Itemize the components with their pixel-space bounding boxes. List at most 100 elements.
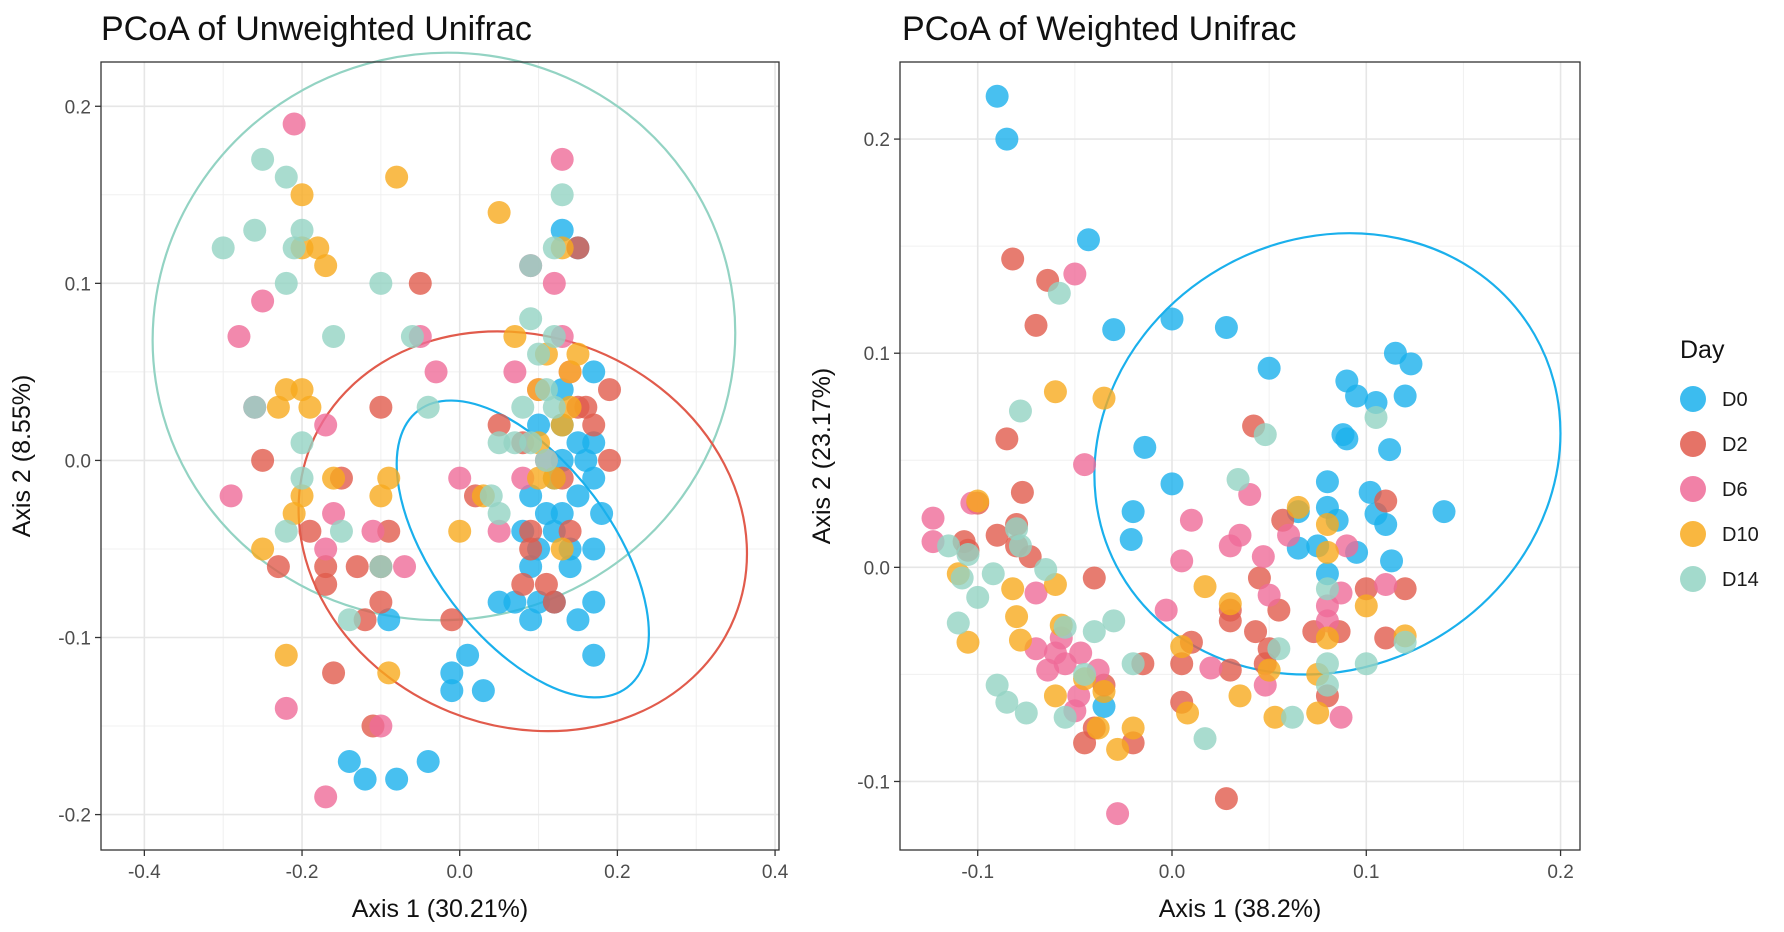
point-d6-14 — [219, 484, 243, 508]
point-d10-4 — [314, 254, 338, 278]
point-d10-0 — [1043, 380, 1067, 404]
point-d0-37 — [416, 749, 440, 773]
x-tick-label-3: 0.2 — [1547, 862, 1573, 883]
point-d2-28 — [353, 608, 377, 632]
point-d2-38 — [1214, 787, 1238, 811]
point-d6-32 — [1106, 802, 1130, 826]
point-d14-25 — [290, 431, 314, 455]
point-d0-20 — [1432, 500, 1456, 524]
legend-key-d0 — [1680, 386, 1706, 412]
legend-label-d6: D6 — [1722, 479, 1748, 501]
x-tick-label-1: -0.2 — [286, 862, 319, 883]
x-tick-label-0: -0.1 — [961, 862, 994, 883]
point-d2-27 — [511, 572, 535, 596]
point-d14-12 — [966, 585, 990, 609]
point-d10-29 — [251, 537, 275, 561]
point-d14-30 — [1315, 673, 1339, 697]
point-d2-24 — [1374, 626, 1398, 650]
point-d14-28 — [1193, 727, 1217, 751]
point-d0-21 — [519, 555, 543, 579]
point-d14-4 — [1226, 468, 1250, 492]
point-d2-7 — [985, 523, 1009, 547]
point-d0-8 — [550, 448, 574, 472]
point-d10-11 — [1354, 594, 1378, 618]
point-d2-18 — [314, 555, 338, 579]
x-tick-label-2: 0.0 — [446, 862, 472, 883]
point-d0-0 — [550, 218, 574, 242]
point-d0-7 — [582, 431, 606, 455]
point-d10-23 — [1176, 701, 1200, 725]
point-d0-27 — [582, 590, 606, 614]
point-d0-1 — [995, 127, 1019, 151]
point-d10-1 — [290, 183, 314, 207]
point-d6-10 — [1335, 534, 1359, 558]
plot-area-unweighted — [101, 62, 779, 850]
point-d14-14 — [542, 324, 566, 348]
point-d2-3 — [574, 395, 598, 419]
x-tick-label-1: 0.0 — [1159, 862, 1185, 883]
point-d0-15 — [534, 502, 558, 526]
point-d6-4 — [251, 289, 275, 313]
point-d14-13 — [946, 611, 970, 635]
point-d14-27 — [274, 519, 298, 543]
x-tick-label-4: 0.4 — [762, 862, 789, 883]
point-d6-24 — [369, 714, 393, 738]
point-d14-10 — [519, 254, 543, 278]
ellipses-unweighted — [151, 51, 749, 733]
point-d14-13 — [519, 307, 543, 331]
point-d2-31 — [266, 555, 290, 579]
point-d6-5 — [227, 324, 251, 348]
point-d10-26 — [1263, 705, 1287, 729]
x-axis-label-weighted: Axis 1 (38.2%) — [1159, 895, 1322, 923]
point-d0-21 — [1121, 500, 1145, 524]
point-d0-15 — [1378, 438, 1402, 462]
point-d14-27 — [1073, 662, 1097, 686]
x-tick-label-0: -0.4 — [128, 862, 161, 883]
point-d10-16 — [266, 395, 290, 419]
point-d6-21 — [393, 555, 417, 579]
point-d10-31 — [377, 661, 401, 685]
point-d14-16 — [1053, 615, 1077, 639]
point-d2-24 — [440, 608, 464, 632]
chart-weighted-unifrac: -0.1 0.0 0.1 0.2 -0.1 0.0 0.1 0.2 PCoA of Weigh… — [808, 10, 1581, 923]
point-d10-13 — [1170, 635, 1194, 659]
point-d10-8 — [1001, 577, 1025, 601]
point-d6-9 — [1228, 523, 1252, 547]
point-d14-8 — [1005, 517, 1029, 541]
point-d10-30 — [274, 643, 298, 667]
y-axis-label-weighted: Axis 2 (23.17%) — [808, 368, 836, 544]
point-d14-28 — [479, 484, 503, 508]
point-d0-31 — [456, 643, 480, 667]
point-d0-22 — [582, 537, 606, 561]
points-unweighted — [211, 112, 621, 809]
y-tick-label-1: -0.1 — [58, 629, 91, 650]
point-d10-2 — [966, 489, 990, 513]
point-d0-26 — [527, 590, 551, 614]
point-d2-14 — [1374, 489, 1398, 513]
point-d14-1 — [1008, 399, 1032, 423]
plot-border-unweighted — [100, 61, 780, 851]
point-d6-18 — [1374, 572, 1398, 596]
point-d6-16 — [511, 466, 535, 490]
chart-unweighted-unifrac: -0.4 -0.2 0.0 0.2 0.4 -0.2 -0.1 0.0 0.1 0.2 PCoA … — [8, 10, 789, 923]
point-d0-5 — [1214, 316, 1238, 340]
point-d2-5 — [487, 413, 511, 437]
legend-key-d6 — [1680, 476, 1706, 502]
point-d0-23 — [558, 555, 582, 579]
point-d0-11 — [519, 484, 543, 508]
point-d0-9 — [574, 448, 598, 472]
point-d2-0 — [408, 271, 432, 295]
point-d14-15 — [1102, 609, 1126, 633]
legend-label-d14: D14 — [1722, 569, 1759, 591]
point-d6-19 — [1315, 609, 1339, 633]
point-d10-19 — [542, 466, 566, 490]
point-d10-22 — [1228, 684, 1252, 708]
point-d0-32 — [440, 661, 464, 685]
point-d2-17 — [1393, 577, 1417, 601]
point-d14-19 — [1267, 637, 1291, 661]
point-d6-17 — [448, 466, 472, 490]
point-d6-20 — [361, 519, 385, 543]
point-d2-18 — [1247, 566, 1271, 590]
y-tick-label-2: 0.1 — [864, 344, 890, 365]
point-d0-14 — [590, 502, 614, 526]
